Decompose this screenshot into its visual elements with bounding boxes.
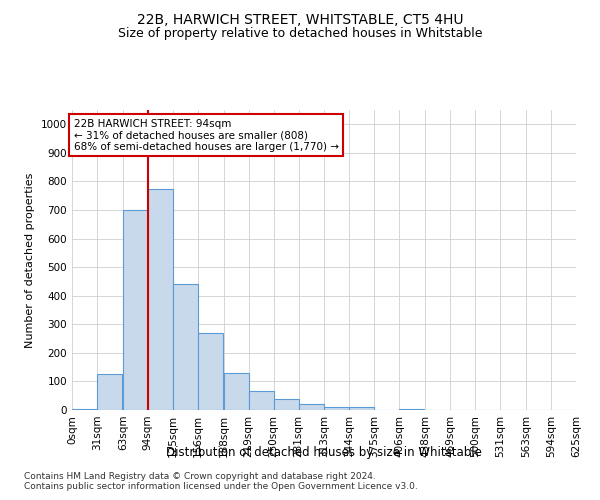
Bar: [274, 400, 299, 410]
Bar: [173, 284, 198, 410]
Text: Contains public sector information licensed under the Open Government Licence v3: Contains public sector information licen…: [24, 482, 418, 491]
Bar: [248, 390, 274, 410]
Bar: [299, 404, 323, 410]
Y-axis label: Number of detached properties: Number of detached properties: [25, 172, 35, 348]
Text: 22B, HARWICH STREET, WHITSTABLE, CT5 4HU: 22B, HARWICH STREET, WHITSTABLE, CT5 4HU: [137, 12, 463, 26]
Bar: [224, 373, 248, 410]
Text: Distribution of detached houses by size in Whitstable: Distribution of detached houses by size …: [166, 446, 482, 459]
Bar: [198, 333, 223, 410]
Text: Contains HM Land Registry data © Crown copyright and database right 2024.: Contains HM Land Registry data © Crown c…: [24, 472, 376, 481]
Text: 22B HARWICH STREET: 94sqm
← 31% of detached houses are smaller (808)
68% of semi: 22B HARWICH STREET: 94sqm ← 31% of detac…: [74, 118, 338, 152]
Bar: [349, 407, 374, 410]
Bar: [72, 408, 97, 410]
Bar: [325, 407, 349, 410]
Bar: [123, 210, 148, 410]
Bar: [97, 374, 122, 410]
Bar: [148, 188, 173, 410]
Text: Size of property relative to detached houses in Whitstable: Size of property relative to detached ho…: [118, 28, 482, 40]
Bar: [400, 408, 424, 410]
